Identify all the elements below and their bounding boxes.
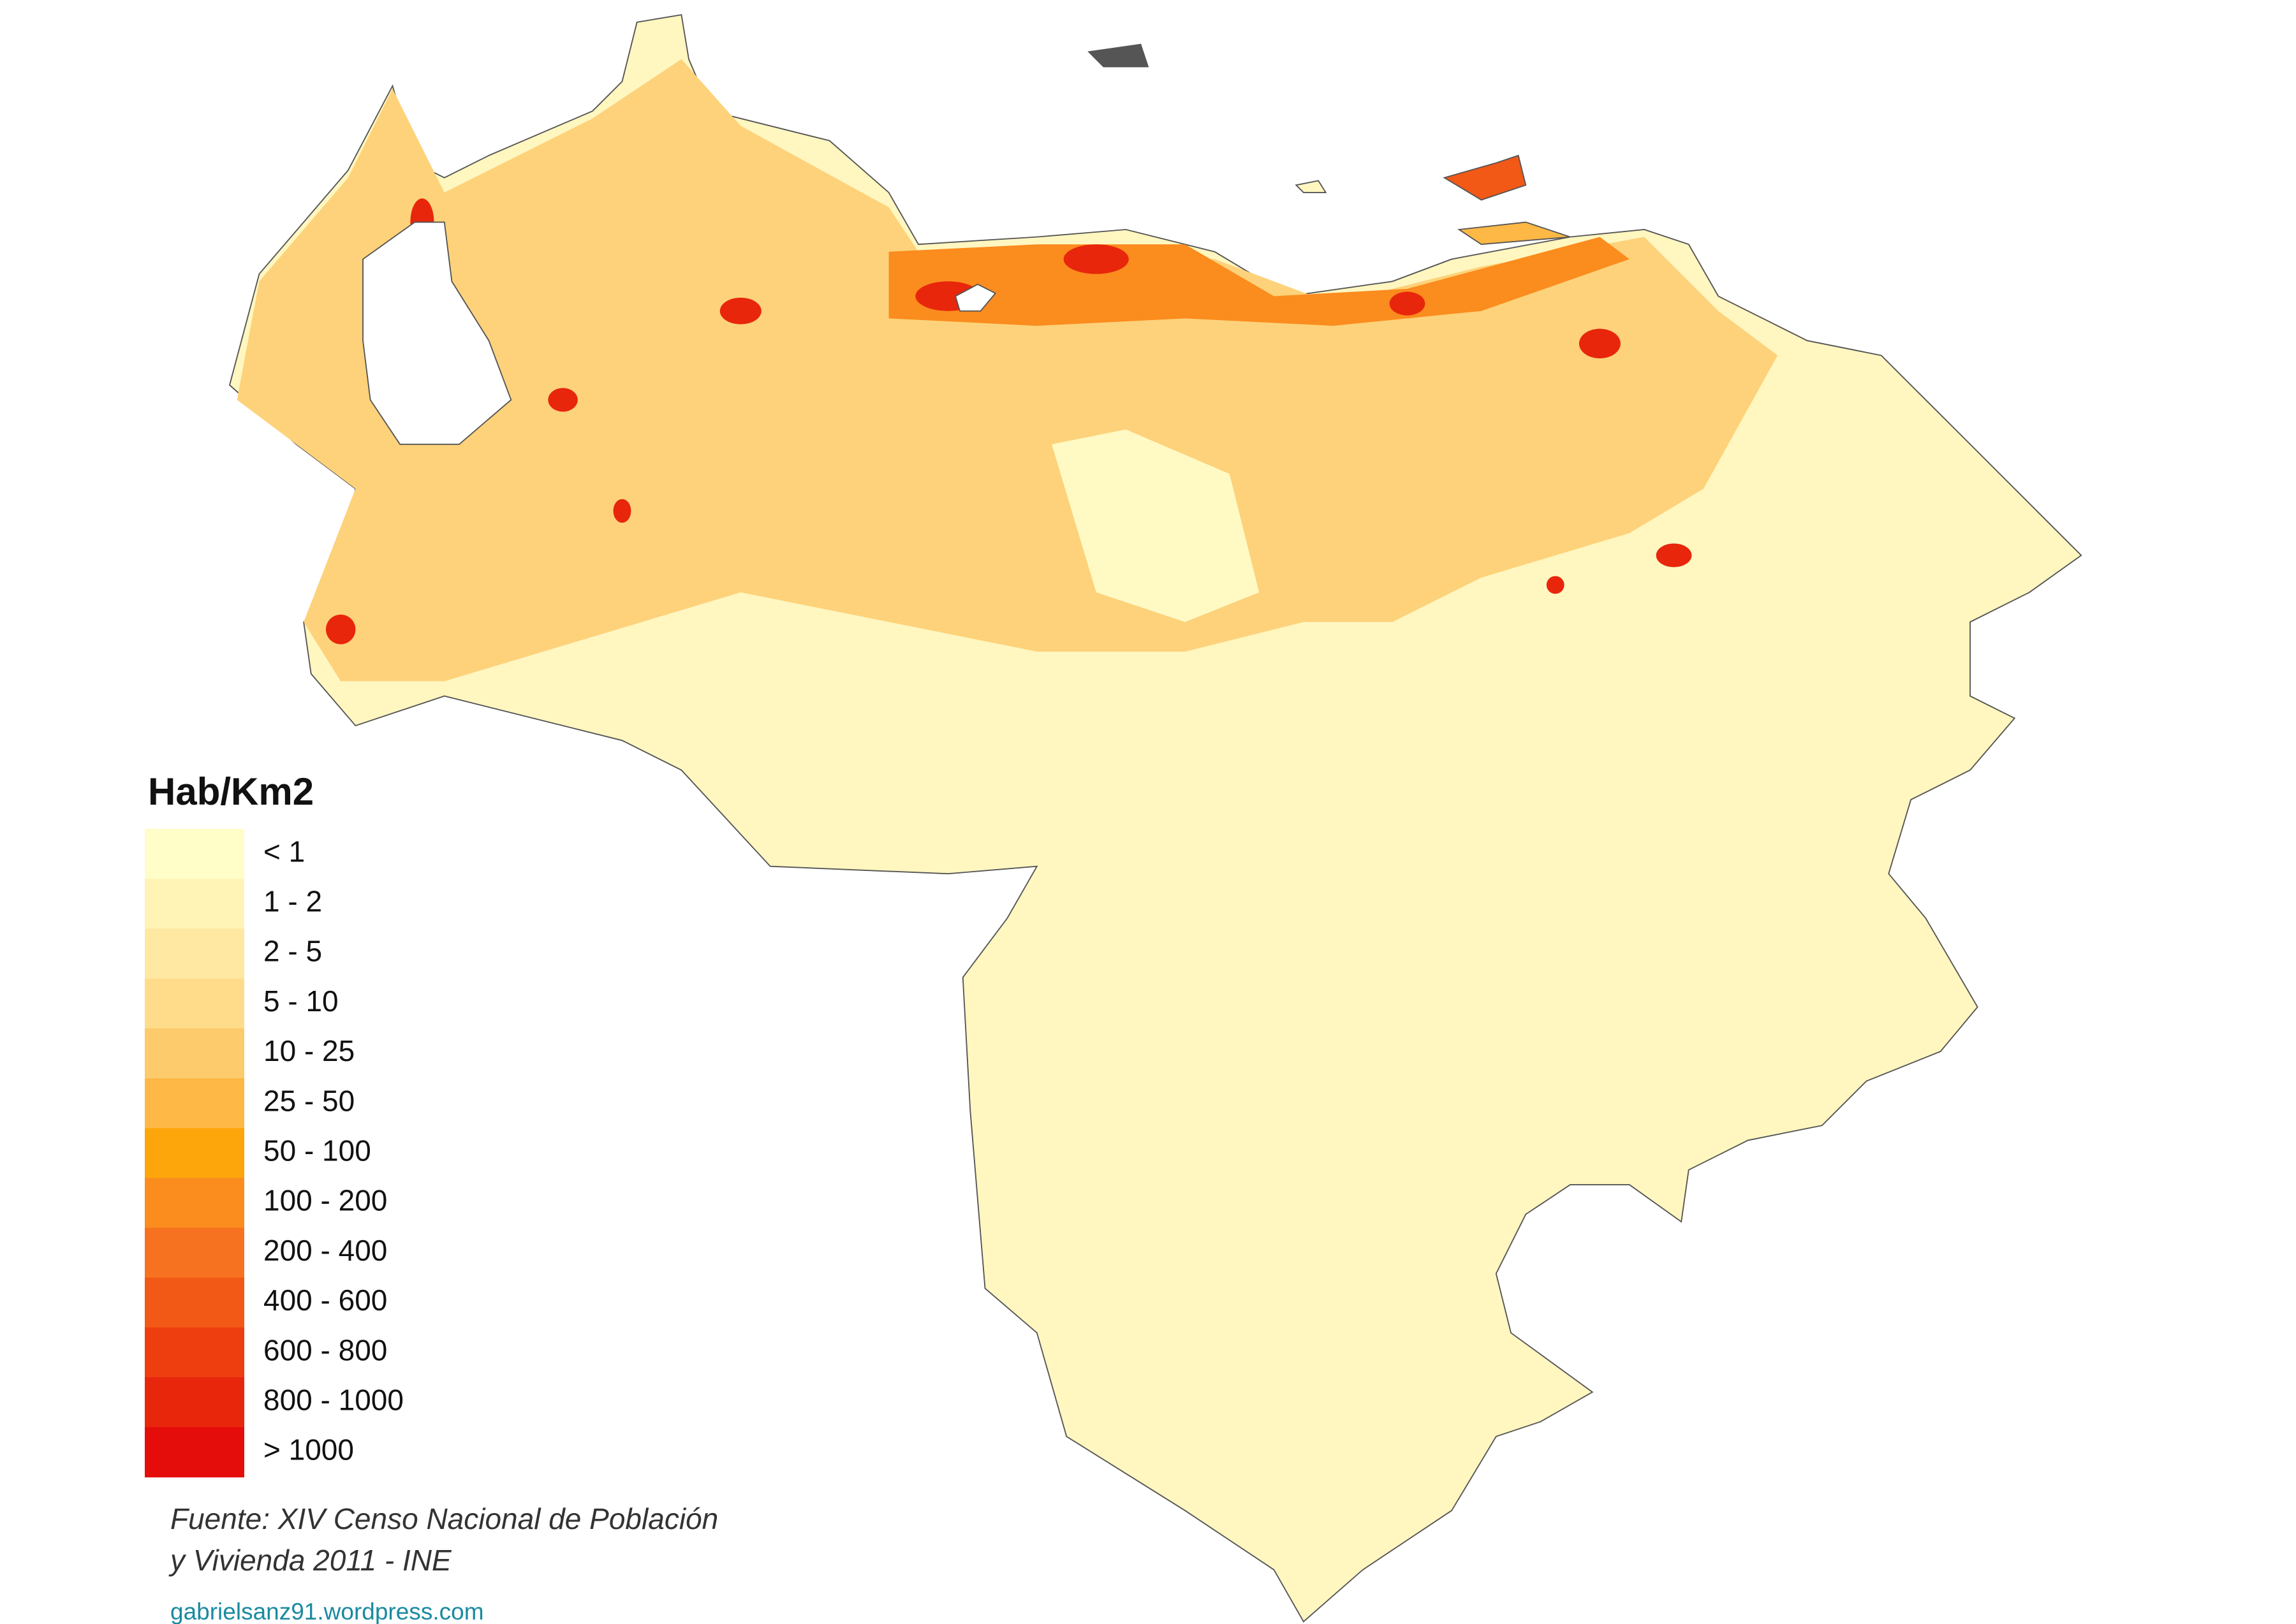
source-line: y Vivienda 2011 - INE (168, 1544, 452, 1577)
legend-title: Hab/Km2 (148, 770, 314, 813)
legend-swatch (145, 978, 244, 1029)
llanos-region (1052, 429, 1260, 622)
urban-area (548, 388, 578, 412)
legend-swatch (145, 928, 244, 979)
legend-swatch (145, 1377, 244, 1428)
lake-valencia (954, 283, 997, 312)
island (1295, 180, 1327, 193)
legend-swatch (145, 1028, 244, 1079)
legend-swatch (145, 1427, 244, 1478)
urban-areas (325, 198, 1692, 645)
urban-area (719, 297, 762, 325)
urban-area (1578, 328, 1621, 359)
legend-swatch (145, 1128, 244, 1178)
island (1457, 221, 1571, 245)
legend-label: 600 - 800 (263, 1333, 387, 1366)
legend-label: 5 - 10 (263, 984, 339, 1018)
legend-swatch (145, 1277, 244, 1328)
urban-area (1656, 543, 1692, 567)
legend-label: 25 - 50 (263, 1084, 355, 1117)
legend-label: 200 - 400 (263, 1234, 387, 1267)
urban-area (1389, 291, 1425, 316)
legend-label: 800 - 1000 (263, 1383, 404, 1416)
urban-area (1063, 244, 1129, 274)
source-line: Fuente: XIV Censo Nacional de Población (170, 1502, 718, 1535)
legend-label: 1 - 2 (263, 884, 322, 918)
legend-label: > 1000 (263, 1433, 354, 1467)
legend-label: 100 - 200 (263, 1184, 387, 1217)
legend-swatch (145, 1227, 244, 1278)
legend-label: 50 - 100 (263, 1134, 371, 1167)
legend-label: 400 - 600 (263, 1284, 387, 1317)
legend-label: 10 - 25 (263, 1034, 355, 1067)
map (228, 14, 2082, 1623)
margarita-island (1443, 154, 1527, 201)
urban-area (1546, 576, 1564, 594)
northern-region (237, 59, 1778, 682)
island (1087, 43, 1149, 68)
legend-swatch (145, 1178, 244, 1229)
lake-maracaibo (362, 221, 512, 445)
legend: < 1 1 - 2 2 - 5 5 - 10 10 - 25 25 - 50 50 - 10… (145, 829, 404, 1478)
legend-swatch (145, 1328, 244, 1378)
legend-swatch (145, 829, 244, 879)
legend-label: < 1 (263, 835, 305, 868)
legend-swatch (145, 879, 244, 929)
legend-swatch (145, 1078, 244, 1129)
urban-area (325, 614, 356, 645)
urban-area (613, 499, 631, 523)
credit: gabrielsanz91.wordpress.com (170, 1598, 484, 1624)
legend-label: 2 - 5 (263, 935, 322, 968)
